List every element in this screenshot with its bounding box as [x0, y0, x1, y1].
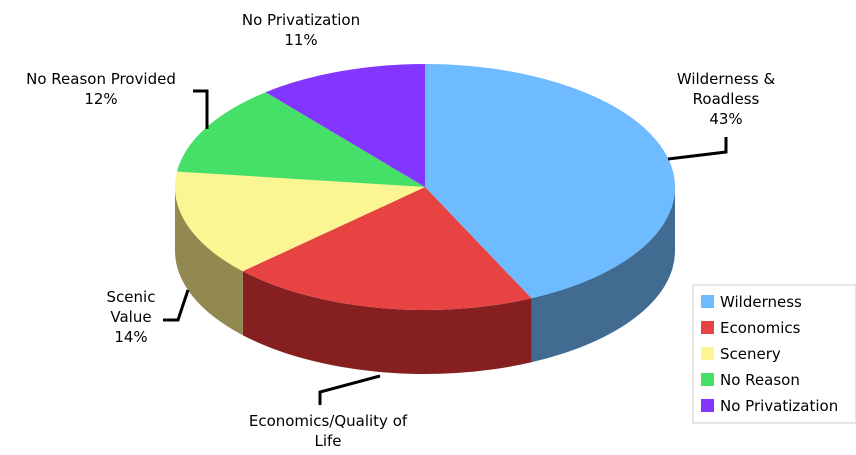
leader-line-no-reason [193, 89, 209, 129]
pie-slices [175, 64, 675, 310]
slice-label-economics: Life [314, 432, 341, 450]
leader-lines [163, 89, 728, 405]
legend-label-no-privatization: No Privatization [720, 397, 838, 415]
slice-label-economics: Economics/Quality of [249, 412, 408, 430]
slice-label-scenery: Value [110, 308, 151, 326]
pie-side-scenery [175, 187, 243, 336]
legend: Wilderness Economics Scenery No Reason No Pr… [692, 284, 856, 424]
slice-percent-no-privatization: 11% [284, 31, 317, 49]
pie-slice-no-privatization [265, 64, 425, 187]
legend-label-scenery: Scenery [720, 345, 781, 363]
slice-label-wilderness: Roadless [693, 90, 760, 108]
legend-box [692, 284, 856, 424]
legend-label-economics: Economics [720, 319, 801, 337]
slice-label-scenery: Scenic [107, 288, 156, 306]
legend-swatch-economics [701, 321, 714, 334]
legend-swatch-no-privatization [701, 399, 714, 412]
pie-slice-scenery [175, 171, 425, 272]
slice-percent-no-reason: 12% [84, 90, 117, 108]
legend-swatch-wilderness [701, 295, 714, 308]
pie-side-wilderness [531, 187, 675, 363]
slice-labels: Wilderness & Roadless 43% Economics/Quality… [26, 11, 775, 450]
slice-percent-wilderness: 43% [709, 110, 742, 128]
legend-label-no-reason: No Reason [720, 371, 800, 389]
legend-label-wilderness: Wilderness [720, 293, 802, 311]
pie-slice-no-reason [176, 92, 425, 187]
leader-line-scenery [163, 289, 190, 322]
legend-swatch-no-reason [701, 373, 714, 386]
leader-line-wilderness [667, 137, 728, 161]
slice-label-no-privatization: No Privatization [242, 11, 360, 29]
pie-side-economics [242, 271, 532, 375]
slice-percent-scenery: 14% [114, 328, 147, 346]
legend-swatch-scenery [701, 347, 714, 360]
slice-label-no-reason: No Reason Provided [26, 70, 176, 88]
leader-line-economics [318, 374, 381, 405]
slice-label-wilderness: Wilderness & [677, 70, 776, 88]
pie-sides [175, 187, 675, 375]
pie-slice-wilderness [425, 64, 675, 299]
pie-slice-economics [242, 187, 532, 310]
